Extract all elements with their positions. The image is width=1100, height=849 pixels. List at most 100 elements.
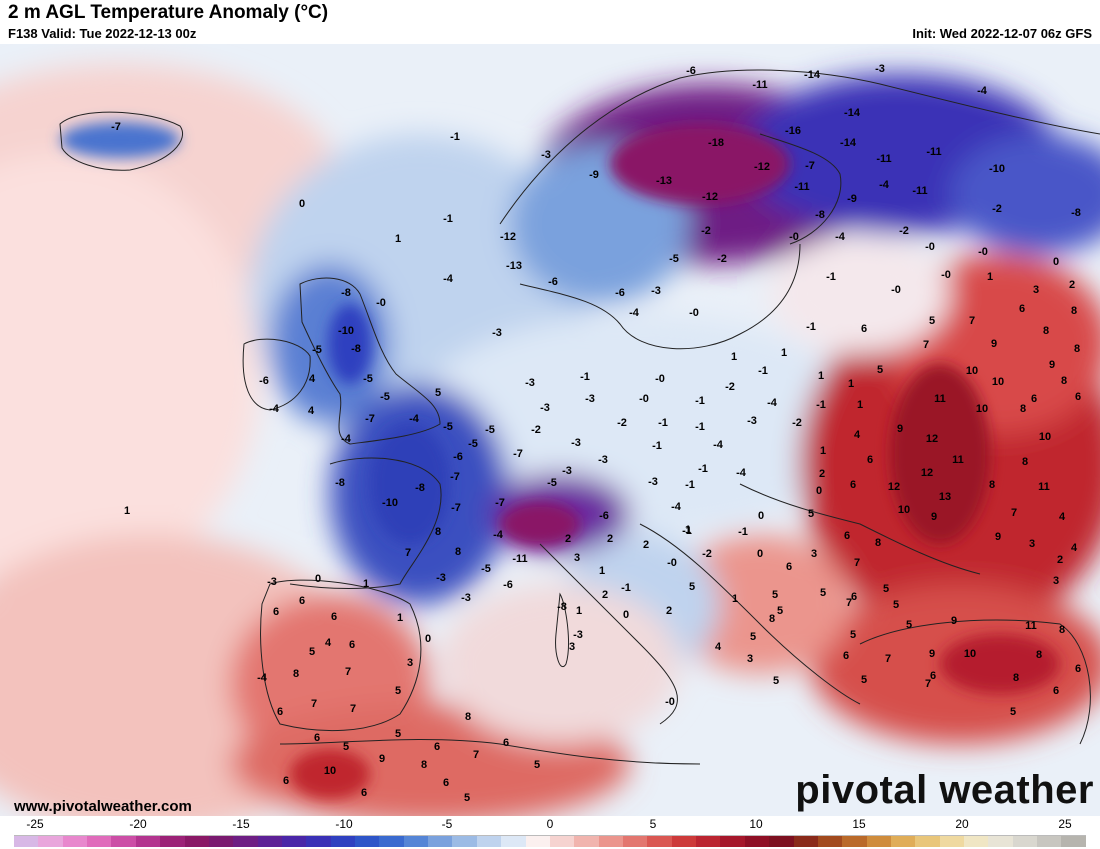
anomaly-label: 11 (952, 454, 964, 466)
anomaly-label: 11 (934, 393, 946, 405)
anomaly-label: 10 (898, 504, 910, 516)
anomaly-label: -0 (789, 231, 799, 243)
anomaly-label: 4 (715, 641, 722, 653)
colorbar-swatch (379, 836, 404, 847)
anomaly-label: -12 (500, 231, 516, 243)
colorbar-swatch (988, 836, 1013, 847)
website-url[interactable]: www.pivotalweather.com (14, 798, 192, 815)
anomaly-label: 3 (747, 653, 753, 665)
anomaly-label: 5 (750, 631, 756, 643)
anomaly-label: 10 (1039, 431, 1051, 443)
anomaly-label: 0 (1053, 256, 1059, 268)
anomaly-label: -16 (785, 125, 801, 137)
colorbar-swatch (184, 836, 209, 847)
anomaly-label: -2 (992, 203, 1002, 215)
anomaly-label: -0 (925, 241, 935, 253)
anomaly-label: 2 (1057, 554, 1063, 566)
anomaly-label: 7 (969, 315, 975, 327)
anomaly-label: -3 (540, 402, 550, 414)
colorbar-swatch (622, 836, 648, 847)
anomaly-label: 6 (299, 595, 305, 607)
anomaly-label: -4 (493, 529, 504, 541)
anomaly-label: 5 (689, 581, 695, 593)
colorbar-tick-label: 5 (649, 817, 657, 831)
colorbar-swatch (38, 836, 63, 847)
anomaly-label: -5 (380, 391, 390, 403)
colorbar-swatch (964, 836, 989, 847)
colorbar-swatch (1061, 836, 1086, 847)
anomaly-label: 6 (1031, 393, 1037, 405)
anomaly-label: -6 (599, 510, 609, 522)
anomaly-label: -4 (736, 467, 747, 479)
anomaly-label: 5 (820, 587, 826, 599)
anomaly-label: 5 (435, 387, 441, 399)
anomaly-label: -0 (639, 393, 649, 405)
colorbar-tick-label: 20 (955, 817, 969, 831)
anomaly-label: 6 (867, 454, 873, 466)
anomaly-label: 3 (1029, 538, 1035, 550)
anomaly-label: -0 (689, 307, 699, 319)
anomaly-label: 8 (293, 668, 299, 680)
anomaly-label: 6 (443, 777, 449, 789)
anomaly-label: -4 (629, 307, 640, 319)
anomaly-label: -7 (451, 502, 461, 514)
anomaly-label: 5 (861, 674, 867, 686)
anomaly-label: 5 (343, 741, 349, 753)
anomaly-label: -1 (816, 399, 826, 411)
anomaly-label: 1 (599, 565, 605, 577)
colorbar-swatch (62, 836, 88, 847)
anomaly-label: -11 (752, 79, 767, 91)
anomaly-label: 10 (966, 365, 978, 377)
map-title: 2 m AGL Temperature Anomaly (°C) (8, 2, 329, 23)
anomaly-label: 7 (854, 557, 860, 569)
anomaly-label: -4 (341, 433, 352, 445)
anomaly-label: 2 (607, 533, 613, 545)
colorbar-swatch (525, 836, 550, 847)
anomaly-label: -1 (580, 371, 590, 383)
anomaly-label: 6 (1019, 303, 1025, 315)
anomaly-label: -6 (615, 287, 625, 299)
colorbar-tick-label: -25 (26, 817, 44, 831)
anomaly-label: 6 (1075, 391, 1081, 403)
colorbar-swatch (696, 836, 721, 847)
anomaly-label: 4 (308, 405, 315, 417)
anomaly-label: 8 (421, 759, 427, 771)
anomaly-label: 13 (939, 491, 951, 503)
anomaly-label: 0 (757, 548, 763, 560)
anomaly-label: -7 (495, 497, 505, 509)
anomaly-label: -5 (443, 421, 453, 433)
anomaly-label: -1 (695, 421, 705, 433)
colorbar-swatch (14, 836, 39, 847)
anomaly-label: 6 (283, 775, 289, 787)
colorbar-swatch (330, 836, 356, 847)
anomaly-label: 6 (314, 732, 320, 744)
anomaly-label: 2 (1069, 279, 1075, 291)
anomaly-label: -5 (363, 373, 373, 385)
anomaly-label: -4 (835, 231, 846, 243)
anomaly-label: 5 (883, 583, 889, 595)
anomaly-label: -2 (702, 548, 712, 560)
anomaly-label: 3 (1053, 575, 1059, 587)
colorbar-tick-label: -5 (441, 817, 453, 831)
anomaly-label: -7 (111, 121, 121, 133)
anomaly-label: -1 (443, 213, 453, 225)
anomaly-label: -0 (667, 557, 677, 569)
anomaly-label: -0 (376, 297, 386, 309)
anomaly-label: -0 (978, 246, 988, 258)
anomaly-label: -4 (767, 397, 778, 409)
anomaly-label: -7 (450, 471, 460, 483)
coastlines (59, 69, 1100, 765)
anomaly-label: 2 (666, 605, 672, 617)
anomaly-label: 6 (851, 591, 857, 603)
anomaly-label: -11 (794, 181, 809, 193)
anomaly-label: -4 (443, 273, 454, 285)
anomaly-label: -1 (698, 463, 708, 475)
anomaly-label: 2 (643, 539, 649, 551)
anomaly-label: 0 (623, 609, 629, 621)
colorbar-swatch (744, 836, 770, 847)
temperature-anomaly-map[interactable]: -6 -11 -14 -3 -4 -7 -1 -16 -14 -14 -3 -18 -11 -11 -9 -7… (0, 44, 1100, 816)
anomaly-label: 8 (1022, 456, 1028, 468)
init-time: Init: Wed 2022-12-07 06z GFS (912, 26, 1092, 41)
anomaly-field (0, 64, 1100, 816)
anomaly-label: 5 (464, 792, 470, 804)
